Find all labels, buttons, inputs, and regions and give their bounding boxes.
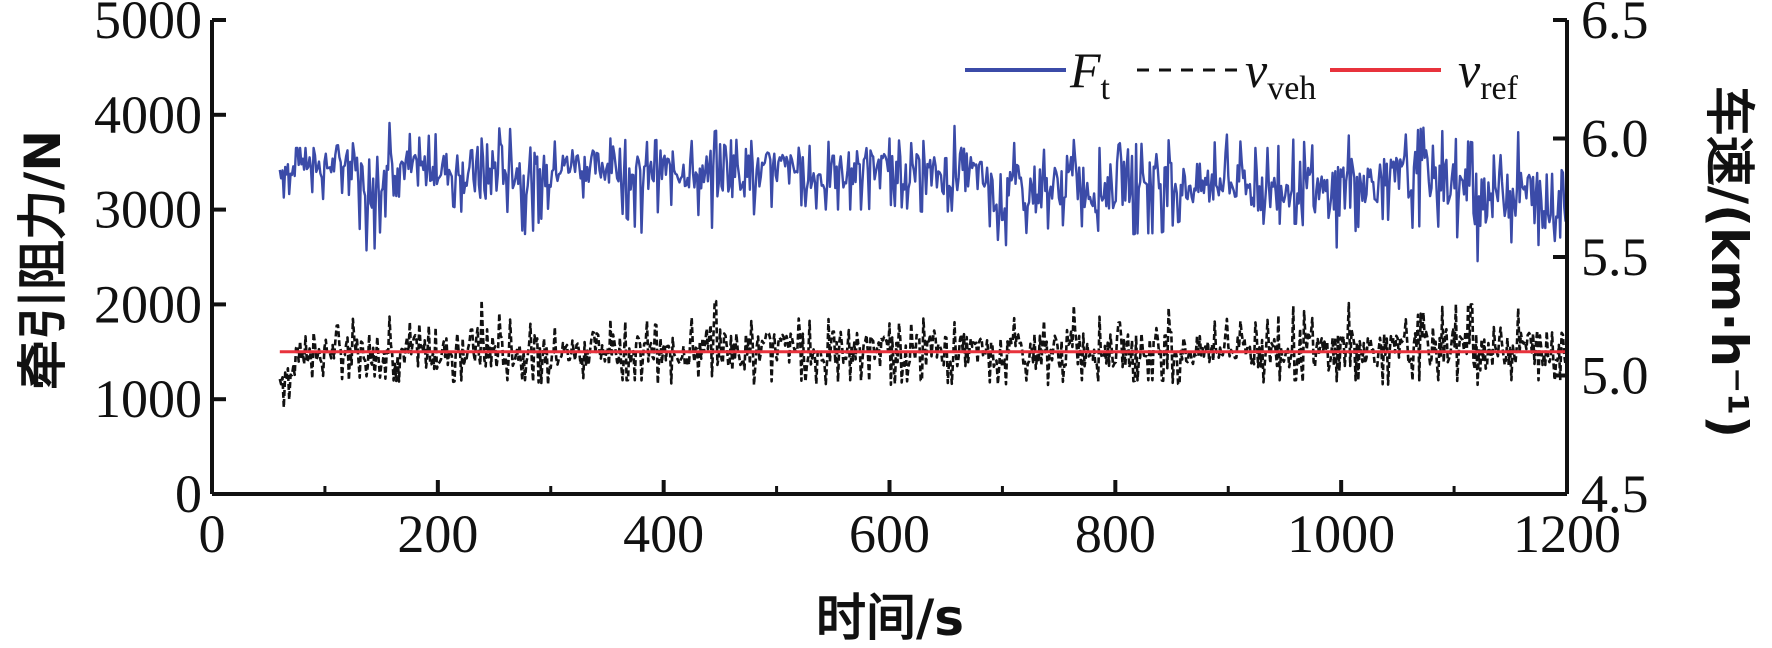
y-left-tick-label: 4000 [94, 85, 202, 145]
y-left-tick-label: 5000 [94, 0, 202, 50]
series-Ft-polyline [278, 121, 1567, 263]
y-right-ticks: 4.5 5.0 5.5 6.0 6.5 [1553, 0, 1649, 524]
x-tick-label: 800 [1075, 504, 1156, 564]
y-right-tick-label: 4.5 [1581, 464, 1649, 524]
x-tick-label: 0 [199, 504, 226, 564]
plot-area [278, 121, 1567, 409]
y-left-tick-label: 1000 [94, 369, 202, 429]
x-tick-label: 1200 [1513, 504, 1621, 564]
series-vveh-line [278, 299, 1567, 409]
y-right-tick-label: 5.0 [1581, 346, 1649, 406]
y-left-tick-label: 2000 [94, 274, 202, 334]
y-left-tick-label: 0 [175, 464, 202, 524]
legend-vref-label: vref [1458, 42, 1519, 107]
y-right-tick-label: 6.5 [1581, 0, 1649, 50]
y-right-tick-label: 5.5 [1581, 227, 1649, 287]
y-right-axis-title: 车速/(km·h⁻¹) [1700, 86, 1758, 438]
x-tick-label: 400 [623, 504, 704, 564]
y-right-tick-label: 6.0 [1581, 109, 1649, 169]
series-vveh-polyline [278, 299, 1567, 409]
y-left-tick-label: 3000 [94, 180, 202, 240]
x-tick-label: 1000 [1287, 504, 1395, 564]
legend: Ft vveh vref [965, 42, 1519, 107]
y-left-axis-title: 牵引阻力/N [14, 130, 72, 390]
x-axis-title: 时间/s [816, 589, 964, 647]
x-ticks: 0 200 400 600 800 1000 1200 [199, 480, 1621, 564]
legend-vveh-label: vveh [1245, 42, 1316, 107]
axes: 0 200 400 600 800 1000 1200 0 1000 2000 3000 4000 5… [94, 0, 1649, 564]
legend-ft-label: Ft [1069, 42, 1111, 107]
x-tick-label: 200 [397, 504, 478, 564]
series-ft-line [278, 121, 1567, 263]
y-left-ticks: 0 1000 2000 3000 4000 5000 [94, 0, 226, 524]
x-tick-label: 600 [849, 504, 930, 564]
